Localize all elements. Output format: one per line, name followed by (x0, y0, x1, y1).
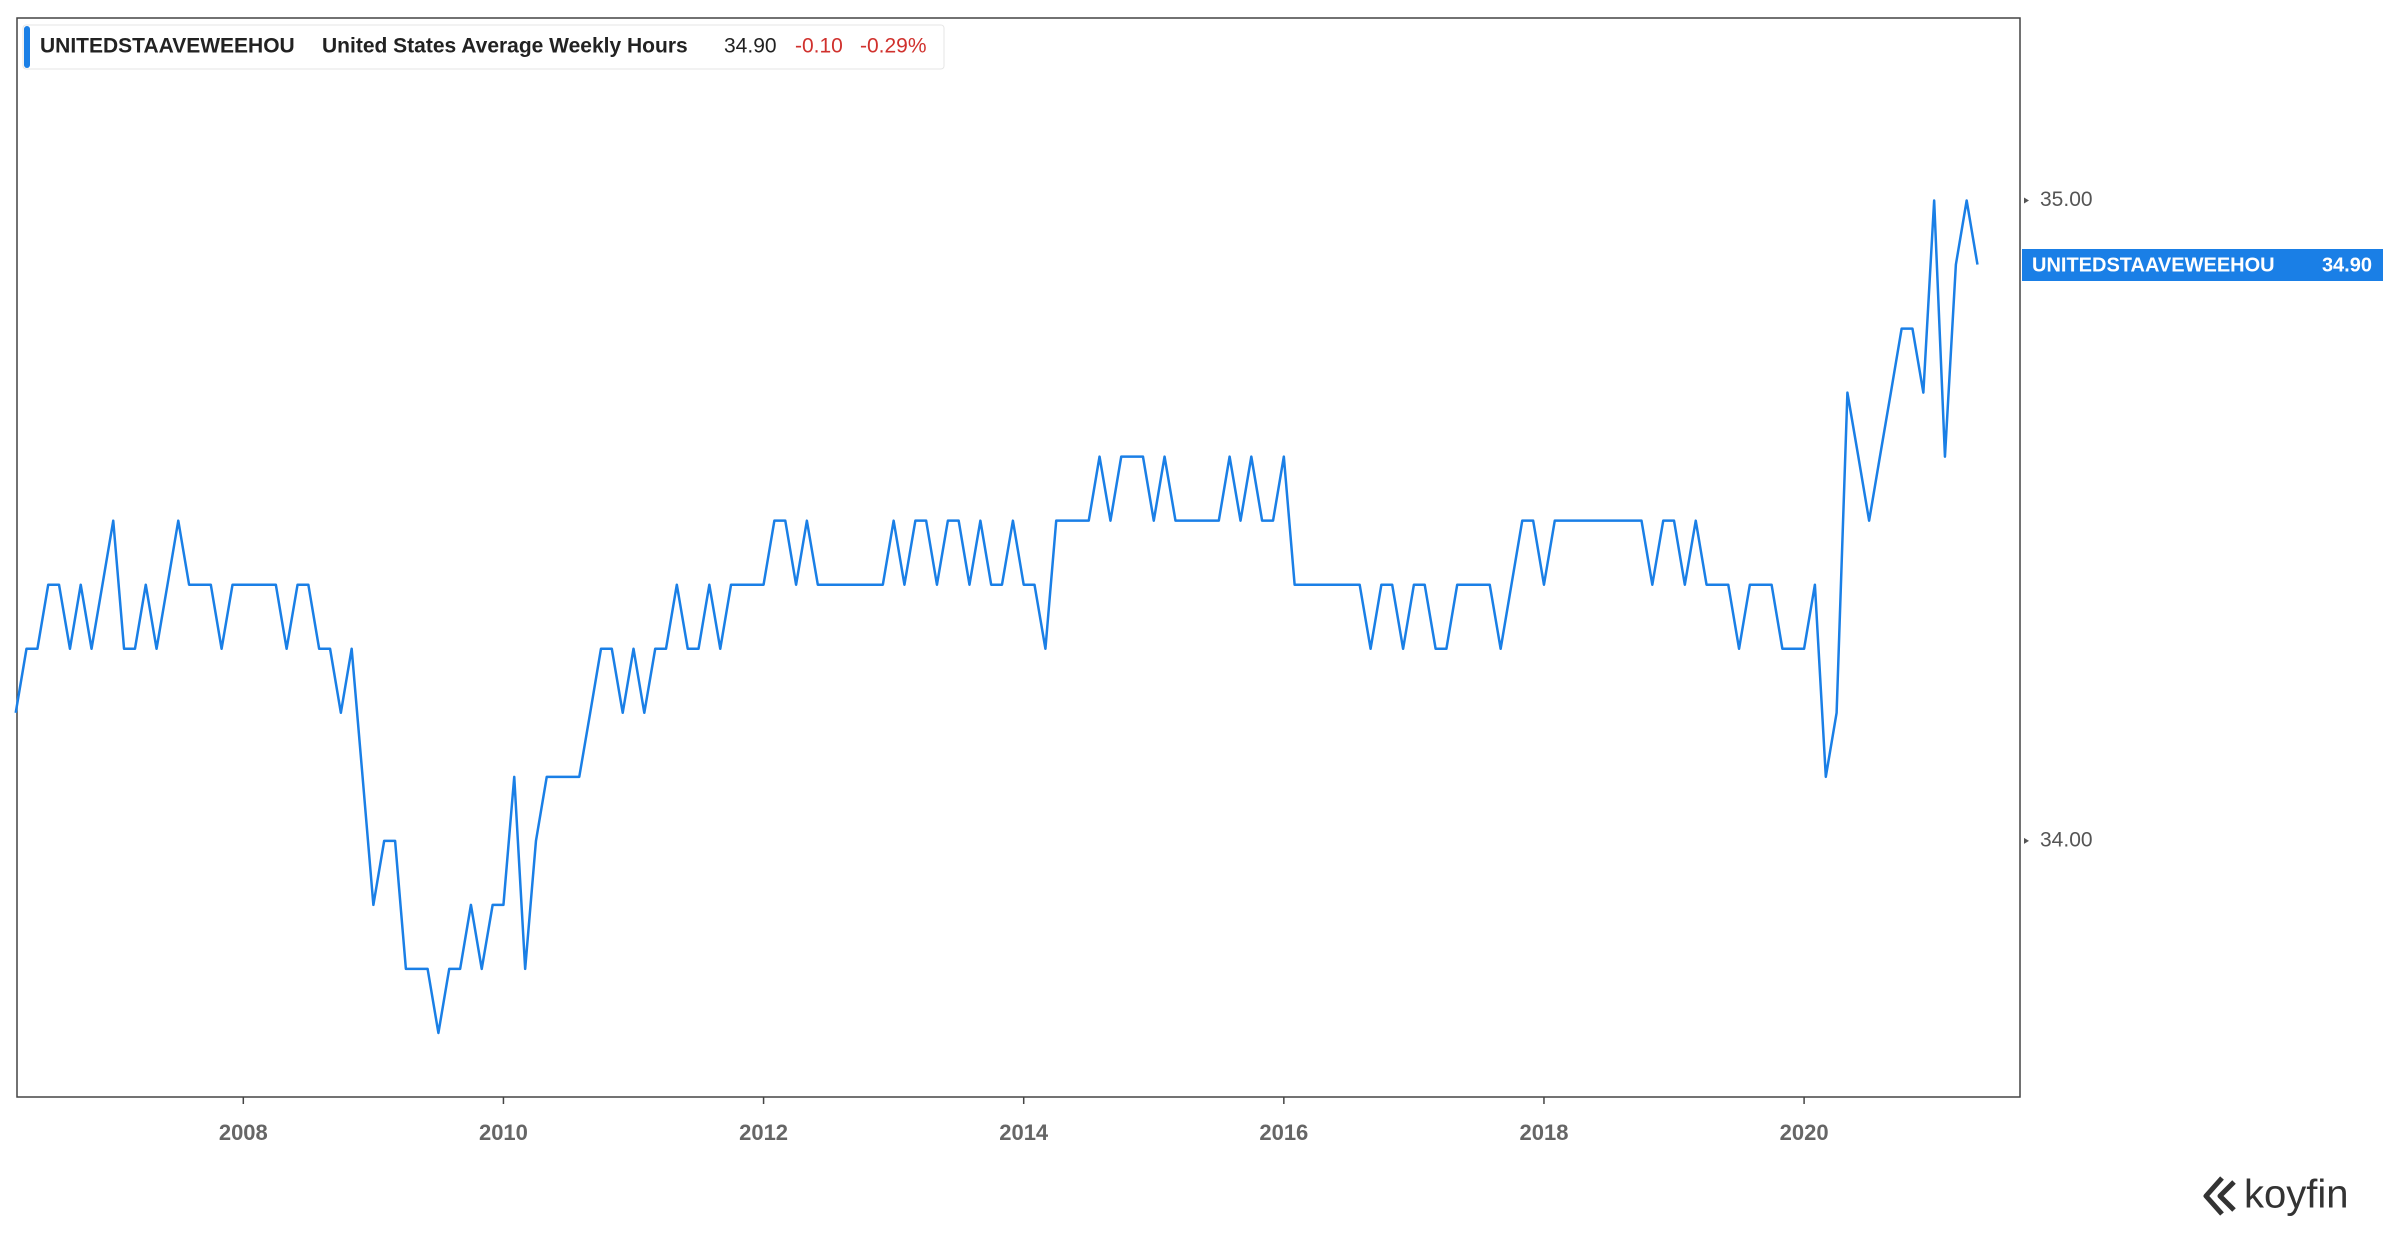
x-tick-label: 2014 (999, 1120, 1049, 1145)
x-tick-label: 2018 (1519, 1120, 1568, 1145)
legend-name: United States Average Weekly Hours (322, 35, 688, 58)
legend-change: -0.10 (795, 35, 843, 58)
legend-swatch (24, 26, 30, 68)
legend-box (22, 24, 945, 70)
x-tick-label: 2016 (1259, 1120, 1308, 1145)
x-tick-label: 2008 (219, 1120, 268, 1145)
y-tick-label: 35.00 (2040, 188, 2093, 211)
badge-value: 34.90 (2322, 254, 2372, 276)
x-tick-label: 2020 (1780, 1120, 1829, 1145)
legend-change-pct: -0.29% (860, 35, 927, 58)
y-tick-label: 34.00 (2040, 828, 2093, 851)
last-badge (2022, 249, 2383, 281)
legend-last: 34.90 (724, 35, 777, 58)
series-line (14, 199, 1979, 1035)
logo-icon (2203, 1176, 2236, 1216)
logo-text: koyfin (2244, 1173, 2349, 1217)
plot-area (14, 199, 1979, 1035)
y-tick (2024, 837, 2029, 844)
x-tick-label: 2012 (739, 1120, 788, 1145)
legend-symbol: UNITEDSTAAVEWEEHOU (40, 35, 295, 58)
y-tick (2024, 197, 2029, 204)
badge-symbol: UNITEDSTAAVEWEEHOU (2032, 254, 2275, 276)
x-tick-label: 2010 (479, 1120, 528, 1145)
